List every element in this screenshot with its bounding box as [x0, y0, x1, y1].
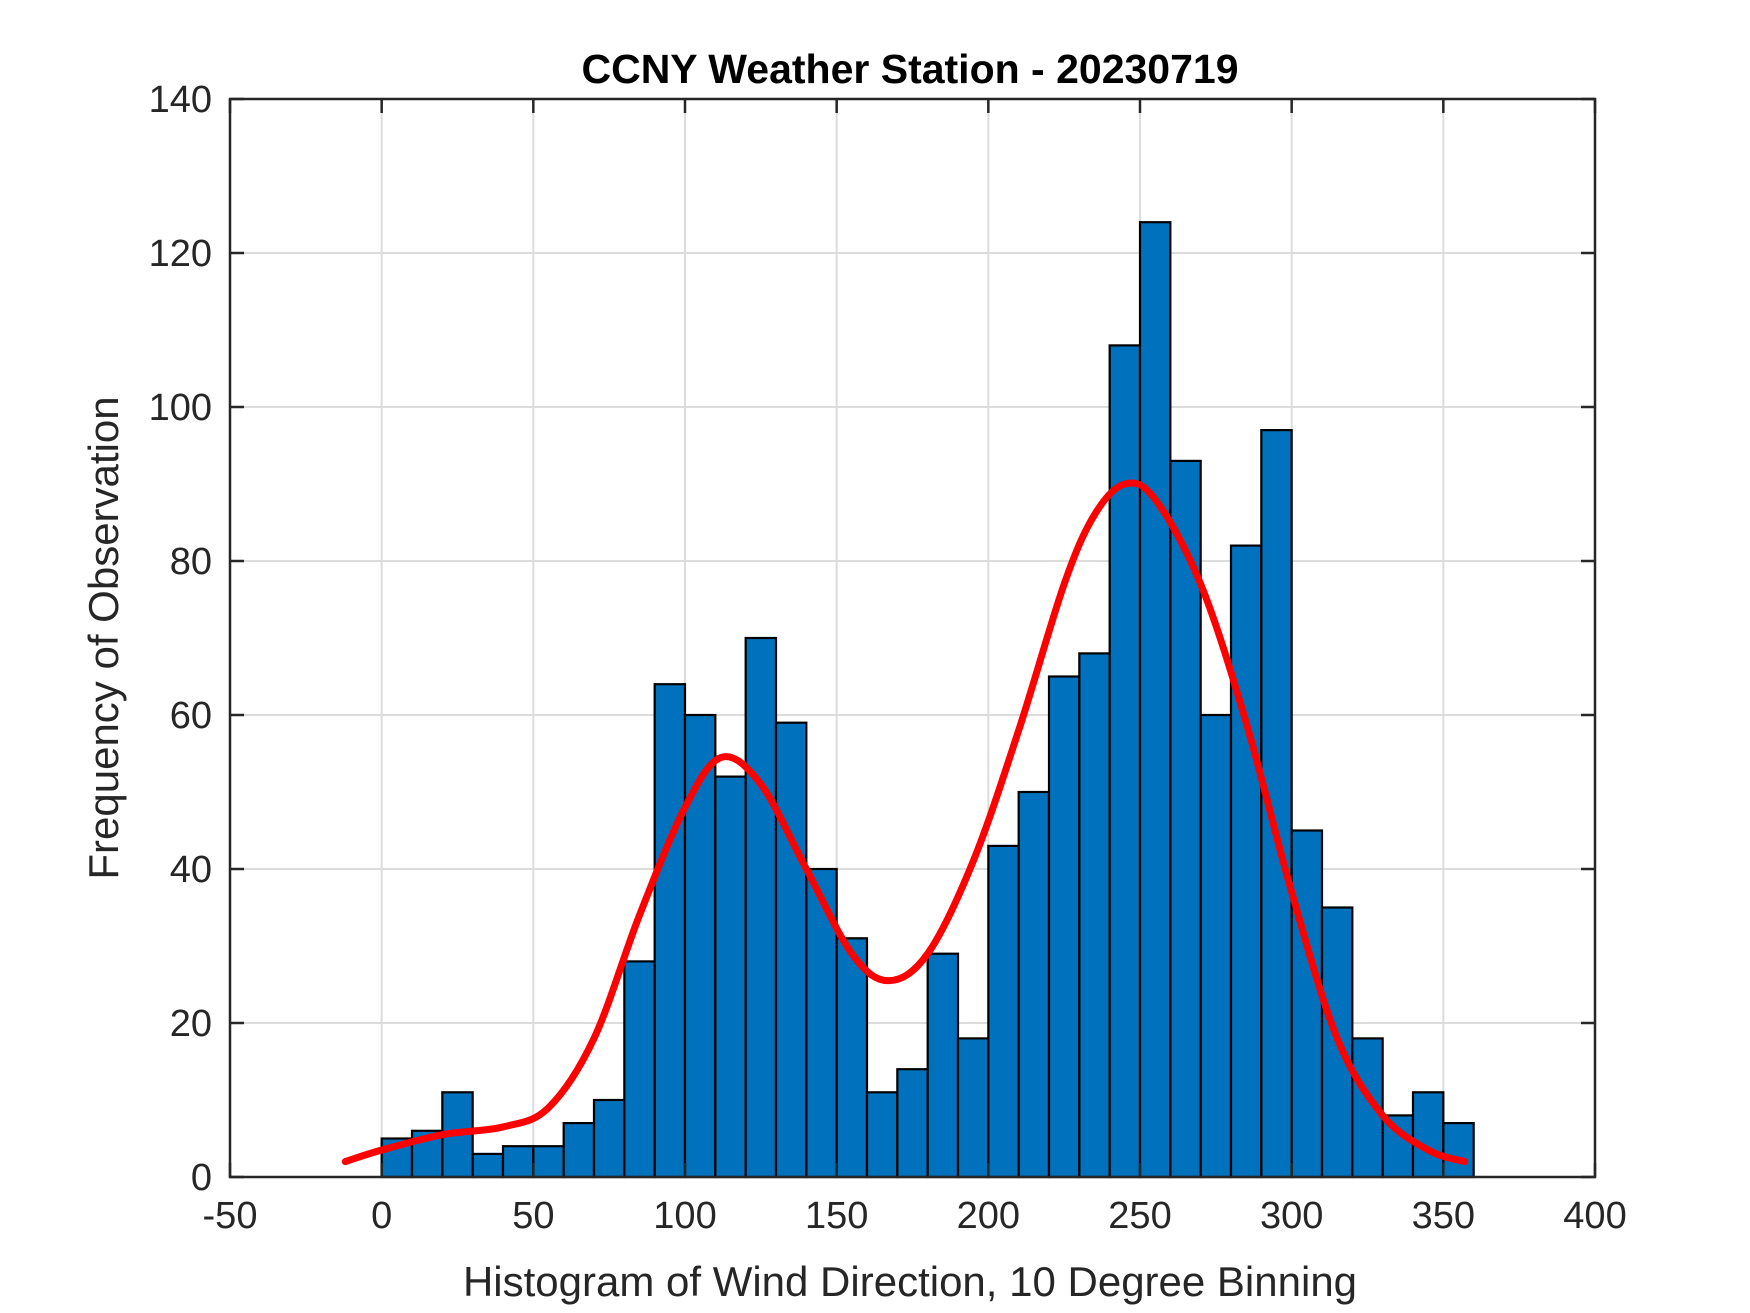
- histogram-bar: [835, 937, 869, 1179]
- tick-labels: -50 0 50 100 150 200 250 300 350 4000204060801001…: [149, 79, 1627, 1237]
- x-tick-label: 250: [1108, 1195, 1171, 1237]
- density-curve-layer: [341, 479, 1469, 1166]
- histogram-bar: [562, 1121, 596, 1179]
- y-tick-label: 60: [170, 695, 212, 737]
- y-axis-label: Frequency of Observation: [80, 396, 127, 879]
- x-tick-label: 400: [1563, 1195, 1626, 1237]
- x-tick-label: 0: [371, 1195, 392, 1237]
- y-tick-label: 120: [149, 233, 212, 275]
- histogram-bar: [896, 1068, 929, 1179]
- chart-title: CCNY Weather Station - 20230719: [581, 46, 1238, 92]
- y-tick-label: 40: [170, 849, 212, 891]
- histogram-bar: [1229, 544, 1263, 1179]
- histogram-bar: [501, 1145, 535, 1179]
- x-tick-label: 300: [1260, 1195, 1323, 1237]
- y-tick-label: 140: [149, 79, 212, 121]
- grid-lines: [230, 99, 1595, 1177]
- y-tick-label: 80: [170, 541, 212, 583]
- histogram-bar: [1108, 344, 1142, 1179]
- histogram-bar: [1047, 675, 1081, 1179]
- histogram-bar: [1078, 652, 1111, 1179]
- histogram-bar: [1199, 713, 1233, 1179]
- histogram-bars: [380, 221, 1475, 1179]
- histogram-bar: [653, 683, 687, 1179]
- histogram-bar: [1411, 1091, 1445, 1179]
- histogram-bar: [623, 960, 656, 1179]
- x-tick-label: 350: [1412, 1195, 1475, 1237]
- y-tick-label: 20: [170, 1003, 212, 1045]
- axes-frame: [228, 97, 1597, 1179]
- x-tick-label: 150: [805, 1195, 868, 1237]
- y-tick-label: 100: [149, 387, 212, 429]
- histogram-bar: [1138, 221, 1172, 1179]
- x-tick-label: -50: [203, 1195, 258, 1237]
- density-fit-curve: [341, 479, 1469, 1166]
- histogram-bar: [714, 775, 747, 1179]
- histogram-bar: [532, 1145, 565, 1179]
- x-axis-label: Histogram of Wind Direction, 10 Degree B…: [463, 1258, 1357, 1305]
- histogram-bar: [592, 1098, 626, 1179]
- y-tick-label: 0: [191, 1157, 212, 1199]
- histogram-bar: [774, 721, 808, 1179]
- histogram-bar: [865, 1091, 899, 1179]
- x-tick-label: 50: [512, 1195, 554, 1237]
- histogram-bar: [987, 844, 1020, 1179]
- histogram-bar: [956, 1037, 990, 1179]
- histogram-bar: [1017, 790, 1051, 1179]
- plot-frame: [228, 97, 1597, 1179]
- histogram-bar: [744, 636, 778, 1179]
- x-tick-label: 200: [957, 1195, 1020, 1237]
- x-tick-label: 100: [653, 1195, 716, 1237]
- histogram-bar: [926, 952, 960, 1179]
- histogram-bar: [471, 1152, 505, 1179]
- histogram-bar: [1290, 829, 1324, 1179]
- histogram-bar: [1442, 1121, 1475, 1179]
